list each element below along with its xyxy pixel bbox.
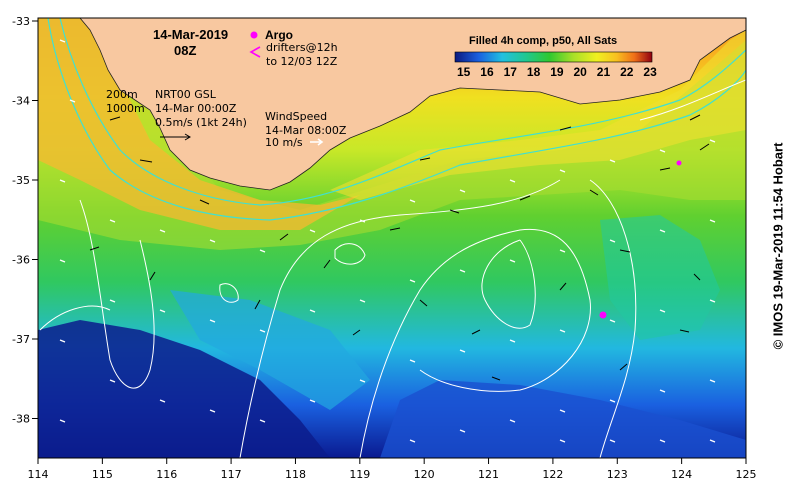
y-axis: -33 -34 -35 -36 -37 -38 [12,15,38,426]
y-tick-label: -36 [12,254,30,267]
wind-label: WindSpeed [265,110,328,123]
x-tick-label: 118 [285,468,306,481]
y-tick-label: -35 [12,174,30,187]
map-time: 08Z [174,43,197,58]
plot-frame [37,17,747,459]
isobath-200m-label: 200m [106,88,138,101]
cool-water-west [38,320,330,458]
colorbar-tick-label: 23 [643,65,657,79]
x-tick-label: 115 [92,468,113,481]
colorbar-title: Filled 4h comp, p50, All Sats [469,35,618,47]
wind-scale-arrow [310,138,324,146]
colorbar-tick-label: 17 [503,65,517,79]
current-arrows [89,114,710,381]
cool-eddy-east [600,215,720,340]
colorbar-tick-label: 20 [573,65,587,79]
colorbar-tick-label: 22 [620,65,634,79]
argo-float [676,160,682,166]
x-tick-label: 116 [156,468,177,481]
x-tick-label: 119 [349,468,370,481]
credit-label: © IMOS 19-Mar-2019 11:54 Hobart [770,142,786,350]
drifter-legend-icon [249,46,261,58]
colorbar [454,51,653,63]
current-datetime: 14-Mar 00:00Z [155,102,237,115]
y-tick-label: -34 [12,95,30,108]
map-date: 14-Mar-2019 [153,27,229,42]
x-axis: 114 115 116 117 118 119 120 121 122 123 124 125 [28,458,757,481]
current-product: NRT00 GSL [155,88,216,101]
x-tick-label: 117 [221,468,242,481]
y-tick-label: -38 [12,413,30,426]
x-tick-label: 123 [607,468,628,481]
x-tick-label: 122 [542,468,563,481]
drifters-legend-label: drifters@12h [266,41,338,54]
isobath-1000m-label: 1000m [106,102,145,115]
cool-water-south [380,380,746,458]
contour-lines [39,79,746,458]
colorbar-tick-label: 18 [526,65,541,79]
drifters-legend-until: to 12/03 12Z [266,55,338,68]
x-tick-label: 114 [28,468,49,481]
x-tick-label: 125 [736,468,757,481]
wind-arrows [59,39,716,443]
isobath-1000m [47,18,746,221]
current-scale-arrow [160,133,191,141]
isobath-200m [59,18,746,206]
argo-legend-label: Argo [265,28,293,42]
x-tick-label: 124 [671,468,692,481]
colorbar-tick-label: 16 [480,65,494,79]
argo-legend-icon [250,31,258,39]
argo-float [599,311,607,319]
colorbar-tick-label: 15 [457,65,471,79]
x-tick-label: 120 [414,468,435,481]
current-scale: 0.5m/s (1kt 24h) [155,116,247,129]
colorbar-tick-label: 21 [596,65,611,79]
y-tick-label: -37 [12,333,30,346]
y-tick-label: -33 [12,15,30,28]
x-tick-label: 121 [478,468,499,481]
wind-datetime: 14-Mar 08:00Z [265,124,347,137]
colorbar-tick-label: 19 [550,65,564,79]
warm-coastal-strip [330,30,746,200]
cool-water-mid [170,290,370,410]
wind-scale: 10 m/s [265,136,303,149]
